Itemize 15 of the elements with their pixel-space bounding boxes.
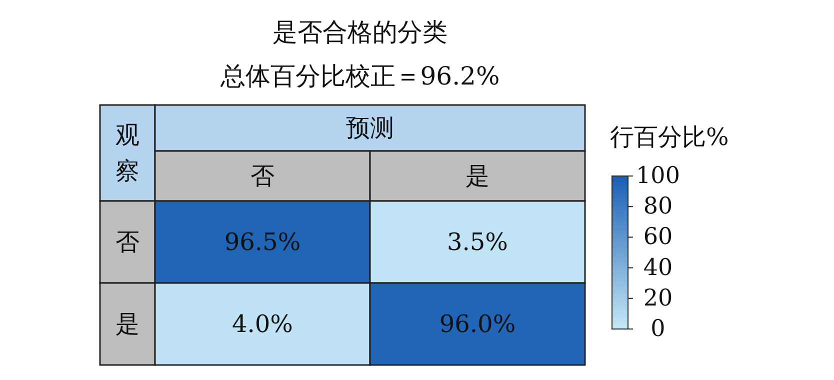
y-axis-title: 观察 [116,121,140,185]
color-bar-label: 100 [636,163,680,189]
chart-subtitle: 总体百分比校正＝96.2% [219,62,500,90]
x-axis-title: 预测 [346,114,394,142]
color-bar-title: 行百分比% [610,123,729,151]
chart-title: 是否合格的分类 [272,18,448,46]
color-bar-label: 60 [643,224,673,250]
data-label: 4.0% [232,310,293,338]
data-label: 96.5% [224,228,301,256]
data-label: 3.5% [447,228,508,256]
color-bar-label: 80 [643,194,673,220]
data-label: 96.0% [439,310,516,338]
color-bar-label: 0 [650,316,666,342]
color-bar-label: 20 [643,285,673,312]
color-bar-label: 40 [643,254,673,281]
